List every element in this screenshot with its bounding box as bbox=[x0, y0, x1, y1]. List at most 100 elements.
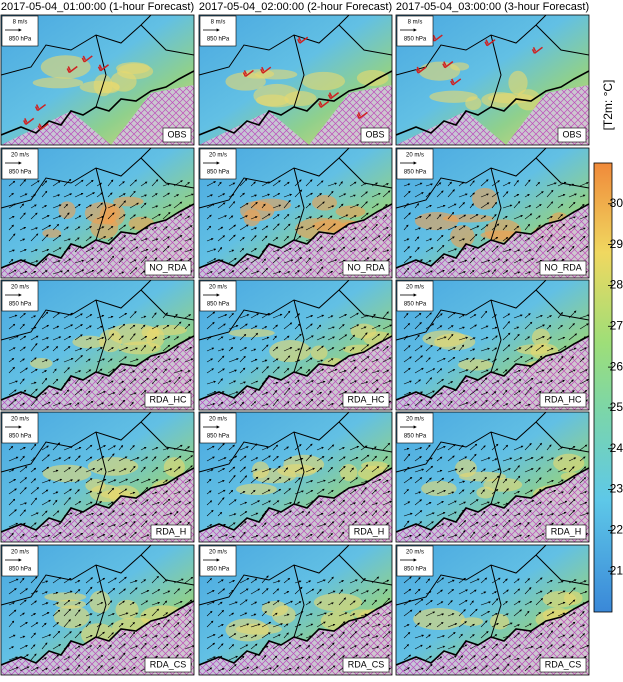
wind-vector bbox=[74, 226, 81, 231]
wind-vector bbox=[546, 201, 554, 209]
ref-speed: 20 m/s bbox=[11, 285, 29, 291]
wind-vector bbox=[96, 346, 103, 352]
warm-patch bbox=[553, 453, 585, 473]
wind-vector bbox=[349, 237, 356, 242]
wind-vector bbox=[250, 194, 258, 198]
warm-patch bbox=[460, 617, 484, 626]
wind-vector bbox=[173, 336, 179, 341]
wind-vector bbox=[469, 257, 476, 264]
wind-vector bbox=[349, 249, 357, 253]
panel-label: RDA_H bbox=[551, 526, 582, 536]
wind-vector bbox=[8, 192, 14, 198]
wind-vector bbox=[217, 246, 223, 253]
wind-vector bbox=[458, 214, 467, 220]
wind-vector bbox=[316, 223, 326, 231]
wind-vector bbox=[283, 181, 290, 187]
wind-vector bbox=[52, 358, 59, 363]
map-panel: 20 m/s 850 hPa NO_RDA bbox=[0, 147, 195, 279]
wind-vector bbox=[371, 182, 378, 187]
wind-vector bbox=[74, 203, 81, 209]
wind-vector bbox=[140, 270, 146, 275]
wind-vector bbox=[206, 225, 212, 231]
wind-vector bbox=[8, 335, 19, 341]
wind-vector bbox=[184, 225, 193, 231]
wind-vector bbox=[173, 213, 183, 220]
wind-vector bbox=[502, 237, 509, 242]
wind-vector bbox=[557, 181, 567, 187]
wind-vector bbox=[30, 233, 39, 242]
wind-vector bbox=[41, 370, 47, 374]
wind-vector bbox=[173, 194, 180, 198]
wind-barb bbox=[97, 64, 109, 72]
wind-vector bbox=[228, 249, 235, 253]
wind-vector bbox=[403, 224, 409, 231]
warm-patch bbox=[72, 335, 106, 349]
wind-vector bbox=[8, 203, 17, 209]
wind-vector bbox=[524, 271, 532, 275]
warm-patch bbox=[251, 461, 270, 479]
column-title: 2017-05-04_01:00:00 (1-hour Forecast) bbox=[1, 1, 194, 13]
wind-vector bbox=[96, 226, 105, 231]
wind-vector bbox=[118, 247, 126, 253]
wind-vector bbox=[52, 215, 62, 220]
ref-speed: 20 m/s bbox=[406, 285, 424, 291]
wind-vector bbox=[316, 180, 324, 187]
wind-vector bbox=[568, 237, 574, 242]
wind-vector bbox=[184, 336, 191, 341]
wind-vector bbox=[447, 260, 455, 264]
wind-vector bbox=[294, 269, 300, 275]
ref-level: 850 hPa bbox=[207, 37, 230, 43]
panel-frame bbox=[395, 14, 590, 146]
wind-vector bbox=[30, 326, 37, 330]
ref-speed: 20 m/s bbox=[11, 153, 29, 159]
wind-vector bbox=[360, 201, 368, 209]
wind-vector bbox=[327, 235, 334, 242]
wind-vector bbox=[513, 225, 520, 231]
warm-patch bbox=[53, 605, 90, 629]
wind-vector bbox=[96, 314, 105, 319]
wind-barb bbox=[23, 117, 35, 125]
wind-vector bbox=[447, 189, 455, 198]
wind-vector bbox=[524, 249, 532, 253]
wind-vector bbox=[63, 312, 74, 319]
colorbar bbox=[593, 162, 613, 613]
warm-patch bbox=[235, 483, 277, 496]
label-box bbox=[360, 127, 390, 143]
wind-vector bbox=[151, 205, 159, 209]
warm-patch bbox=[311, 194, 338, 211]
wind-vector bbox=[74, 245, 82, 253]
wind-vector bbox=[184, 248, 193, 253]
wind-vector bbox=[414, 227, 421, 231]
panel-label: RDA_CS bbox=[150, 659, 187, 669]
wind-vector bbox=[447, 181, 452, 187]
wind-vector bbox=[118, 214, 126, 220]
wind-vector bbox=[502, 191, 509, 198]
wind-vector bbox=[480, 259, 491, 264]
colorbar-tick-label: 30 bbox=[610, 196, 623, 210]
wind-vector bbox=[140, 227, 149, 231]
map-panel: 20 m/s 850 hPa RDA_H bbox=[0, 411, 195, 543]
wind-vector bbox=[436, 256, 445, 264]
map-panel: 20 m/s 850 hPa RDA_H bbox=[198, 411, 393, 543]
wind-vector bbox=[129, 246, 139, 253]
wind-vector bbox=[338, 259, 346, 264]
wind-vector bbox=[579, 235, 586, 242]
wind-vector bbox=[272, 223, 280, 231]
border bbox=[396, 15, 589, 108]
wind-vector bbox=[41, 324, 50, 330]
wind-vector bbox=[74, 269, 85, 275]
wind-vector bbox=[458, 193, 468, 198]
wind-vector bbox=[316, 266, 324, 275]
wind-vector bbox=[327, 223, 336, 231]
wind-vector bbox=[52, 204, 62, 209]
wind-vector bbox=[535, 235, 544, 242]
warm-patch bbox=[310, 345, 328, 360]
wind-vector bbox=[151, 226, 157, 231]
colorbar-tick-label: 29 bbox=[610, 237, 623, 251]
wind-vector bbox=[19, 358, 25, 363]
wind-vector bbox=[283, 259, 294, 264]
wind-vector bbox=[305, 179, 313, 187]
wind-vector bbox=[118, 200, 126, 209]
wind-vector bbox=[85, 247, 95, 253]
